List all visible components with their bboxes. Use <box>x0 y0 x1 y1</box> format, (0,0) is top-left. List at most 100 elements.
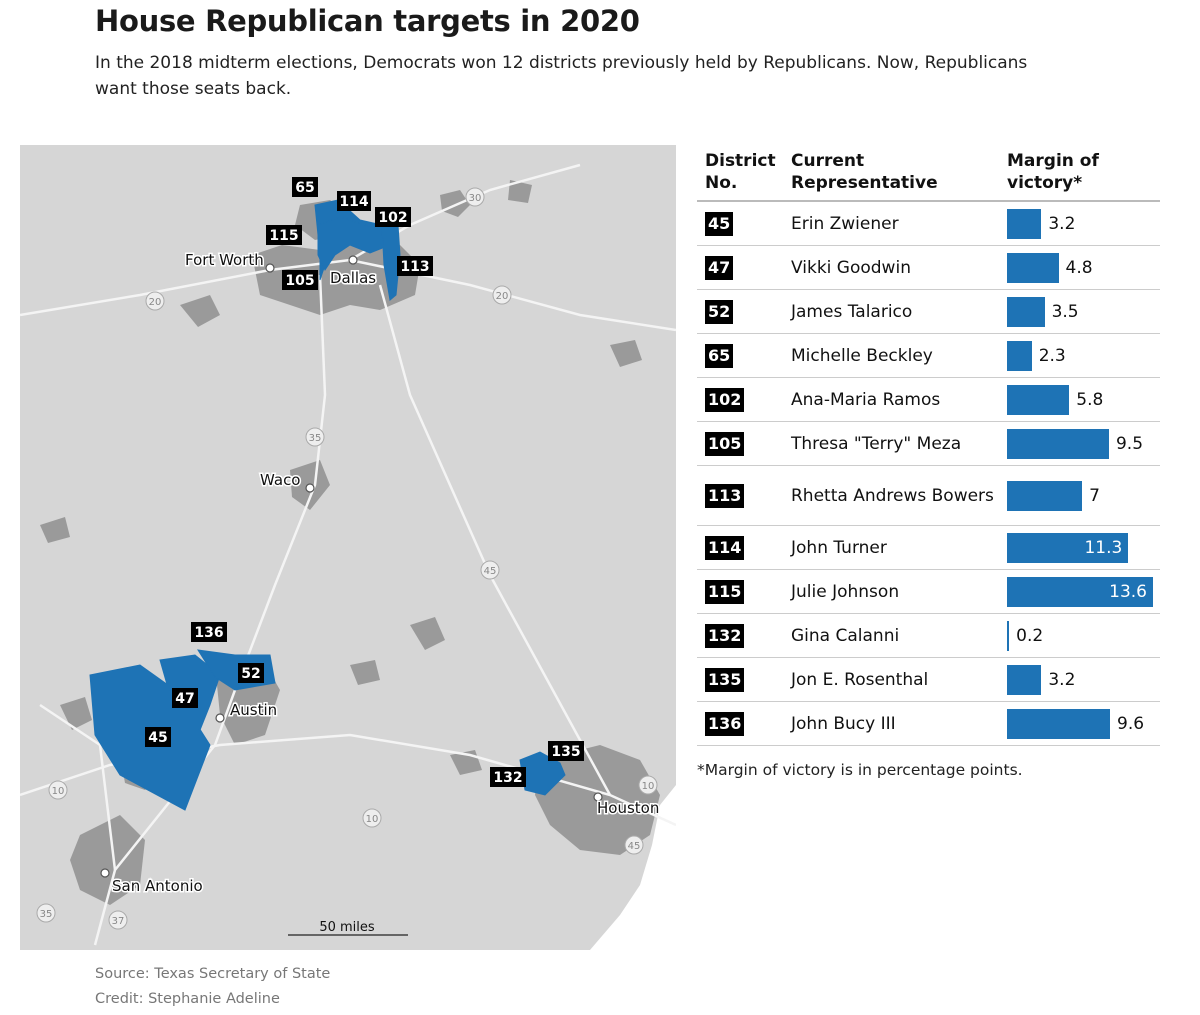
margin-bar <box>1007 620 1010 651</box>
representative-name: Ana-Maria Ramos <box>791 389 941 410</box>
hwy-label: 10 <box>642 781 655 792</box>
district-badge: 114 <box>705 535 745 560</box>
hwy-label: 20 <box>149 297 162 308</box>
table-row: 45 Erin Zwiener 3.2 <box>697 202 1160 246</box>
district-badge: 65 <box>705 343 734 368</box>
hwy-label: 35 <box>40 909 53 920</box>
district-badge: 113 <box>705 483 745 508</box>
page-subtitle: In the 2018 midterm elections, Democrats… <box>95 53 1028 99</box>
city-austin: Austin <box>230 701 277 719</box>
gulf-water <box>590 785 676 950</box>
table-row: 102 Ana-Maria Ramos 5.8 <box>697 378 1160 422</box>
margin-value: 9.5 <box>1115 433 1144 454</box>
district-badge: 52 <box>705 299 734 324</box>
district-115-shape <box>317 216 391 272</box>
badge-45: 45 <box>148 730 167 746</box>
margin-bar <box>1007 384 1070 415</box>
city-san-antonio: San Antonio <box>112 877 203 895</box>
margin-bar <box>1007 252 1059 283</box>
table-row: 65 Michelle Beckley 2.3 <box>697 334 1160 378</box>
table-row: 113 Rhetta Andrews Bowers 7 <box>697 466 1160 526</box>
table-row: 47 Vikki Goodwin 4.8 <box>697 246 1160 290</box>
badge-136: 136 <box>194 625 223 641</box>
district-badges: 65 114 102 115 105 113 136 52 47 45 135 … <box>145 177 584 787</box>
texas-district-map: 30 20 20 35 45 10 10 10 45 35 37 Fort Wo… <box>20 145 676 950</box>
header-district: District No. <box>705 151 776 193</box>
representative-name: Julie Johnson <box>791 581 900 602</box>
margin-value: 3.2 <box>1048 213 1076 234</box>
district-badge: 132 <box>705 623 745 648</box>
table-row: 105 Thresa "Terry" Meza 9.5 <box>697 422 1160 466</box>
badge-115: 115 <box>269 228 298 244</box>
scale-bar: 50 miles <box>288 920 408 936</box>
margin-bar <box>1007 708 1111 739</box>
hwy-label: 30 <box>469 193 482 204</box>
badge-113: 113 <box>400 259 429 275</box>
source-block: Source: Texas Secretary of State Credit:… <box>95 962 330 1012</box>
badge-135: 135 <box>551 744 580 760</box>
city-dallas: Dallas <box>330 269 376 287</box>
margin-bar <box>1007 208 1042 239</box>
margin-value: 7 <box>1089 485 1100 506</box>
margin-bar <box>1007 428 1109 459</box>
margin-value: 2.3 <box>1038 345 1066 366</box>
district-badge: 136 <box>705 711 745 736</box>
district-badge: 47 <box>705 255 734 280</box>
table-body: 45 Erin Zwiener 3.2 47 Vikki Goodwin 4.8 52 Jam… <box>697 202 1160 746</box>
district-132-135-shape <box>519 751 566 796</box>
representative-name: Michelle Beckley <box>791 345 933 366</box>
margin-value: 11.3 <box>1084 537 1123 558</box>
results-table: District No. Current Representative Marg… <box>697 150 1160 746</box>
badge-114: 114 <box>339 194 368 210</box>
hwy-label: 45 <box>628 841 641 852</box>
city-markers <box>100 255 603 878</box>
table-row: 114 John Turner 11.3 <box>697 526 1160 570</box>
representative-name: James Talarico <box>791 301 913 322</box>
district-badge: 102 <box>705 387 745 412</box>
margin-bar <box>1007 480 1083 511</box>
margin-value: 5.8 <box>1076 389 1104 410</box>
badge-105: 105 <box>285 273 314 289</box>
table-row: 52 James Talarico 3.5 <box>697 290 1160 334</box>
hwy-label: 10 <box>366 814 379 825</box>
source-line: Source: Texas Secretary of State <box>95 966 331 982</box>
badge-102: 102 <box>378 210 407 226</box>
margin-bar <box>1007 664 1042 695</box>
badge-47: 47 <box>175 691 194 707</box>
margin-value: 9.6 <box>1117 713 1145 734</box>
city-labels: Fort Worth Dallas Waco Austin San Antoni… <box>111 250 661 897</box>
table-header: District No. Current Representative Marg… <box>697 150 1160 202</box>
margin-bar <box>1007 340 1032 371</box>
margin-value: 4.8 <box>1065 257 1093 278</box>
margin-bar <box>1007 532 1129 563</box>
table-row: 136 John Bucy III 9.6 <box>697 702 1160 746</box>
city-waco: Waco <box>260 471 301 489</box>
margin-bar <box>1007 576 1153 607</box>
representative-name: John Bucy III <box>791 713 896 734</box>
hwy-label: 45 <box>484 566 497 577</box>
scale-label: 50 miles <box>319 920 375 935</box>
hwy-label: 20 <box>496 291 509 302</box>
badge-65: 65 <box>295 180 314 196</box>
representative-name: John Turner <box>791 537 887 558</box>
district-badge: 135 <box>705 667 745 692</box>
header-rep: Current Representative <box>791 151 938 193</box>
margin-value: 3.5 <box>1051 301 1079 322</box>
credit-line: Credit: Stephanie Adeline <box>95 991 280 1007</box>
margin-value: 0.2 <box>1016 625 1044 646</box>
city-houston: Houston <box>597 799 659 817</box>
table-row: 135 Jon E. Rosenthal 3.2 <box>697 658 1160 702</box>
district-badge: 105 <box>705 431 745 456</box>
page-title: House Republican targets in 2020 <box>95 4 640 38</box>
district-badge: 45 <box>705 211 734 236</box>
table-row: 132 Gina Calanni 0.2 <box>697 614 1160 658</box>
highway-shields: 30 20 20 35 45 10 10 10 45 35 37 <box>36 187 658 930</box>
hwy-label: 37 <box>112 916 125 927</box>
representative-name: Vikki Goodwin <box>791 257 911 278</box>
representative-name: Rhetta Andrews Bowers <box>791 485 994 506</box>
badge-52: 52 <box>241 666 260 682</box>
hwy-label: 10 <box>52 786 65 797</box>
representative-name: Gina Calanni <box>791 625 900 646</box>
margin-value: 3.2 <box>1048 669 1076 690</box>
header-margin: Margin of victory* <box>1007 151 1099 193</box>
